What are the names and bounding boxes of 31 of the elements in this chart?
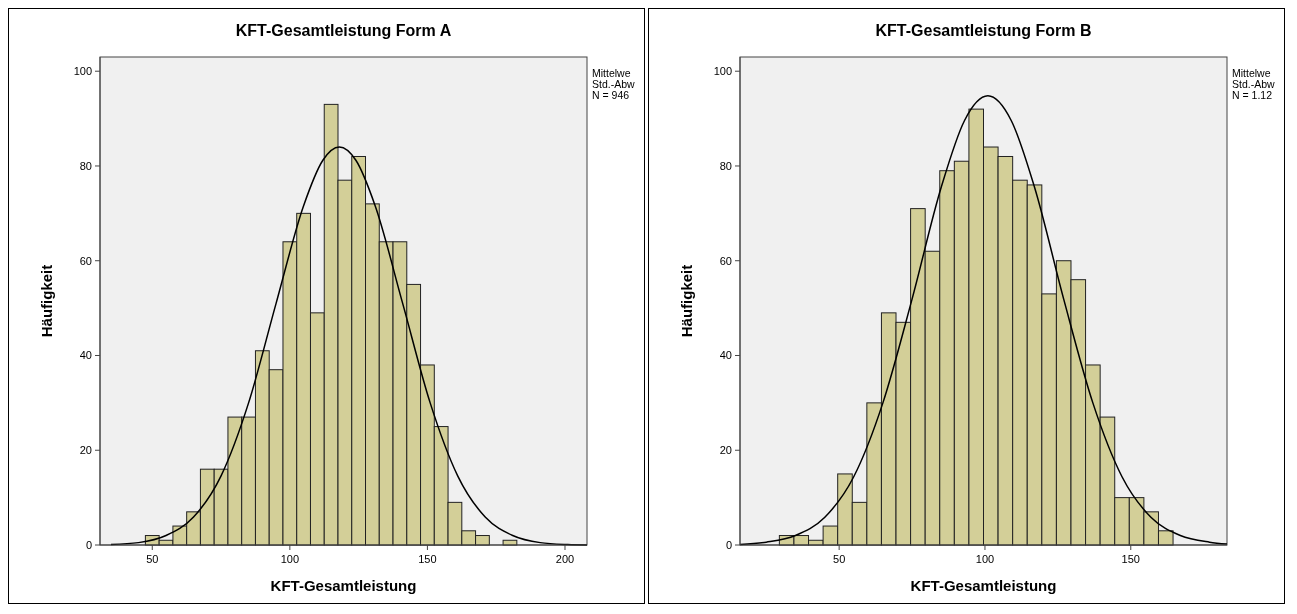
y-axis-title: Häufigkeit bbox=[38, 264, 55, 338]
text: N = 946 bbox=[592, 89, 630, 101]
y-tick-label: 0 bbox=[725, 538, 732, 551]
y-tick-label: 0 bbox=[85, 538, 92, 551]
x-tick-label: 50 bbox=[833, 553, 846, 565]
x-tick-label: 150 bbox=[418, 553, 437, 565]
text: Std.-Abw bbox=[1232, 78, 1276, 90]
x-axis-title: KFT-Gesamtleistung bbox=[270, 577, 417, 594]
y-tick-label: 80 bbox=[719, 159, 732, 172]
x-tick-label: 100 bbox=[280, 553, 300, 565]
chart-title: KFT-Gesamtleistung Form B bbox=[875, 22, 1092, 39]
y-tick-label: 100 bbox=[713, 65, 732, 78]
y-tick-label: 20 bbox=[79, 444, 92, 457]
y-axis-title: Häufigkeit bbox=[678, 264, 695, 338]
x-axis-title: KFT-Gesamtleistung bbox=[910, 577, 1057, 594]
text: Mittelwe bbox=[592, 67, 631, 79]
y-tick-label: 40 bbox=[719, 349, 732, 362]
text: Std.-Abw bbox=[592, 78, 636, 90]
x-tick-label: 200 bbox=[555, 553, 575, 565]
x-tick-label: 50 bbox=[146, 553, 159, 565]
y-tick-label: 40 bbox=[79, 349, 92, 362]
text: N = 1.12 bbox=[1232, 89, 1273, 101]
chart-title: KFT-Gesamtleistung Form A bbox=[235, 22, 452, 39]
y-tick-label: 80 bbox=[79, 159, 92, 172]
y-tick-label: 20 bbox=[719, 444, 732, 457]
text: Mittelwe bbox=[1232, 67, 1271, 79]
y-tick-label: 100 bbox=[73, 65, 92, 78]
x-tick-label: 150 bbox=[1121, 553, 1140, 565]
y-tick-label: 60 bbox=[719, 254, 732, 267]
x-tick-label: 100 bbox=[975, 553, 995, 565]
y-tick-label: 60 bbox=[79, 254, 92, 267]
